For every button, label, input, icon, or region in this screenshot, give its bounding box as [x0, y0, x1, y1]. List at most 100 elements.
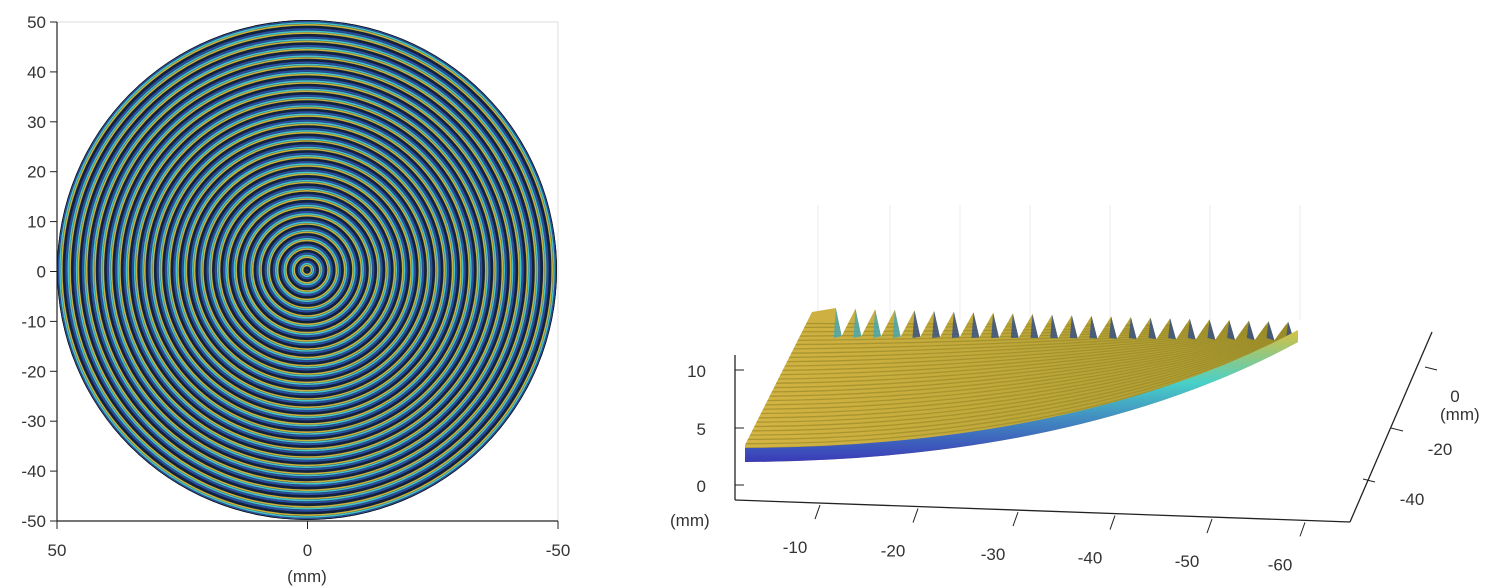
ring	[223, 186, 391, 354]
ring	[283, 246, 331, 294]
ring	[73, 36, 541, 504]
ring	[65, 28, 549, 512]
ring	[177, 140, 437, 400]
ring	[158, 121, 456, 419]
ring	[123, 86, 491, 454]
z-tick-label: 5	[697, 420, 706, 439]
tooth-face	[971, 312, 980, 338]
ring	[247, 210, 367, 330]
ring-stripe	[745, 330, 1298, 406]
surface-edge	[745, 330, 1298, 462]
x-tick-label: 0	[303, 541, 312, 560]
ring	[189, 152, 425, 388]
ring	[241, 204, 373, 336]
ring	[268, 231, 346, 309]
ring-stripe	[745, 326, 1298, 350]
y-tick-label: -10	[21, 312, 46, 331]
tooth-face	[1050, 314, 1058, 339]
tooth-face	[1207, 319, 1216, 340]
tooth-face	[1109, 316, 1117, 339]
x-axis-3d	[734, 499, 1351, 523]
ring	[198, 161, 416, 379]
y-tick	[1362, 478, 1376, 483]
y-tick-label: -30	[21, 412, 46, 431]
y-tick	[1390, 427, 1404, 432]
ring	[185, 148, 429, 392]
ring	[258, 221, 356, 319]
ring	[175, 138, 439, 402]
ring	[231, 194, 383, 346]
ring	[125, 88, 489, 452]
ring-stripe	[745, 331, 1298, 428]
disc	[57, 20, 557, 520]
ring	[135, 98, 479, 442]
y-tick-label: -40	[21, 462, 46, 481]
tooth-face	[892, 309, 901, 338]
ring	[276, 239, 338, 301]
ring-stripe	[745, 327, 1298, 372]
ring	[293, 256, 321, 284]
x-tick	[1206, 518, 1213, 534]
tooth-face	[873, 309, 881, 338]
ring	[181, 144, 433, 396]
ring	[102, 65, 512, 475]
x-tick-label: -20	[881, 542, 906, 561]
ring	[227, 190, 387, 350]
tooth-face	[1010, 313, 1019, 338]
x-tick	[1012, 511, 1019, 527]
ring	[127, 90, 487, 450]
ring	[67, 30, 547, 510]
ring	[216, 179, 398, 361]
tooth-face	[991, 312, 999, 338]
ring	[173, 136, 441, 404]
y-tick-label: 50	[27, 13, 46, 32]
ring	[69, 32, 545, 508]
ring	[208, 171, 406, 369]
ring	[260, 223, 354, 317]
ring	[98, 61, 516, 479]
ring	[109, 72, 505, 468]
x-tick-label: 50	[48, 541, 67, 560]
y-tick-label: 10	[27, 213, 46, 232]
ring	[289, 252, 325, 288]
ring	[167, 130, 447, 410]
x-tick-label: -50	[546, 541, 571, 560]
ring	[150, 113, 464, 427]
y-tick-label: -50	[21, 512, 46, 531]
ring	[119, 82, 495, 458]
ring	[92, 55, 522, 485]
ring	[239, 202, 375, 338]
tooth-face	[1266, 321, 1275, 341]
ring	[144, 107, 470, 433]
tooth-face	[1128, 317, 1137, 339]
tooth-face	[833, 308, 842, 338]
tooth-face	[1187, 318, 1196, 340]
tooth-face	[1069, 315, 1078, 339]
ring	[85, 48, 529, 492]
tooth-face	[1148, 317, 1157, 340]
tooth-face	[1227, 320, 1235, 340]
ring	[106, 69, 508, 471]
ring	[156, 119, 458, 421]
ring-stripe	[745, 329, 1298, 398]
ring	[264, 227, 350, 313]
ring	[183, 146, 431, 394]
x-tick	[1299, 522, 1306, 537]
ring	[152, 115, 462, 425]
tooth-face	[932, 311, 940, 338]
z-tick-label: 0	[697, 477, 706, 496]
x-tick-label: -30	[981, 545, 1006, 564]
ring	[299, 262, 315, 278]
ring	[117, 80, 497, 460]
ring-stripe	[745, 328, 1298, 385]
ring-stripe	[745, 329, 1298, 393]
y-axis-label: (mm)	[1440, 405, 1480, 424]
ring	[214, 177, 400, 363]
x-tick-label: -10	[783, 538, 808, 557]
ring	[140, 103, 474, 437]
ring	[142, 105, 472, 435]
ring-stripe	[745, 328, 1298, 376]
ring-pattern	[57, 20, 557, 520]
x-tick	[1109, 515, 1116, 530]
ring	[94, 57, 520, 483]
